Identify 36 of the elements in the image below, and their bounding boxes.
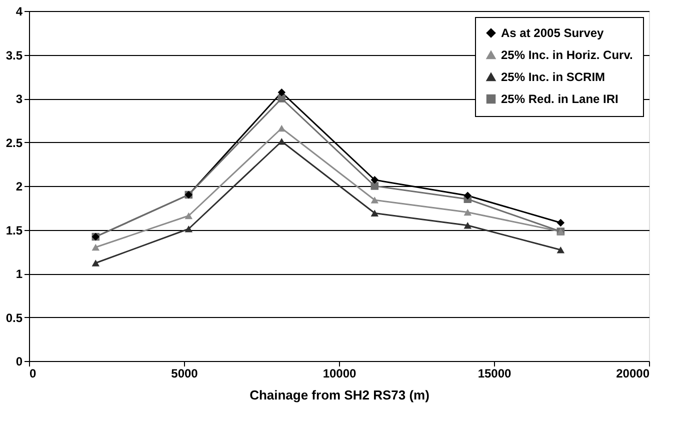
y-tick-label: 0 [16, 354, 23, 368]
point [556, 246, 565, 254]
point [370, 176, 379, 184]
point [464, 222, 472, 229]
point [278, 94, 286, 102]
point [464, 208, 472, 216]
x-tick-label: 5000 [171, 366, 198, 380]
y-tick-label: 0.5 [6, 310, 23, 325]
point [184, 226, 193, 232]
x-tick-label: 10000 [322, 366, 357, 380]
legend-label: 25% Red. in Lane IRI [501, 92, 618, 106]
x-tick-label: 15000 [478, 366, 512, 380]
legend-label: As at 2005 Survey [501, 26, 604, 40]
point [556, 218, 565, 227]
point [92, 260, 100, 266]
point [370, 210, 379, 216]
y-tick-label: 1.5 [6, 223, 23, 238]
x-tick-label: 0 [30, 366, 36, 380]
y-tick-label: 3.5 [6, 48, 23, 62]
y-tick-label: 3 [16, 92, 23, 106]
y-tick-label: 1 [16, 267, 23, 281]
point [184, 212, 193, 220]
point [278, 88, 286, 96]
point [278, 124, 286, 132]
point [278, 138, 286, 145]
point [370, 182, 379, 190]
x-axis-title: Chainage from SH2 RS73 (m) [250, 388, 430, 402]
x-tick-label: 20000 [616, 366, 650, 380]
y-tick-label: 4 [16, 4, 23, 18]
point [464, 192, 472, 200]
y-tick-label: 2 [16, 180, 23, 194]
point [92, 244, 100, 251]
legend-label: 25% Inc. in Horiz. Curv. [501, 48, 633, 62]
legend-label: 25% Inc. in SCRIM [501, 70, 606, 84]
y-tick-label: 2.5 [6, 136, 23, 150]
point [370, 196, 379, 204]
